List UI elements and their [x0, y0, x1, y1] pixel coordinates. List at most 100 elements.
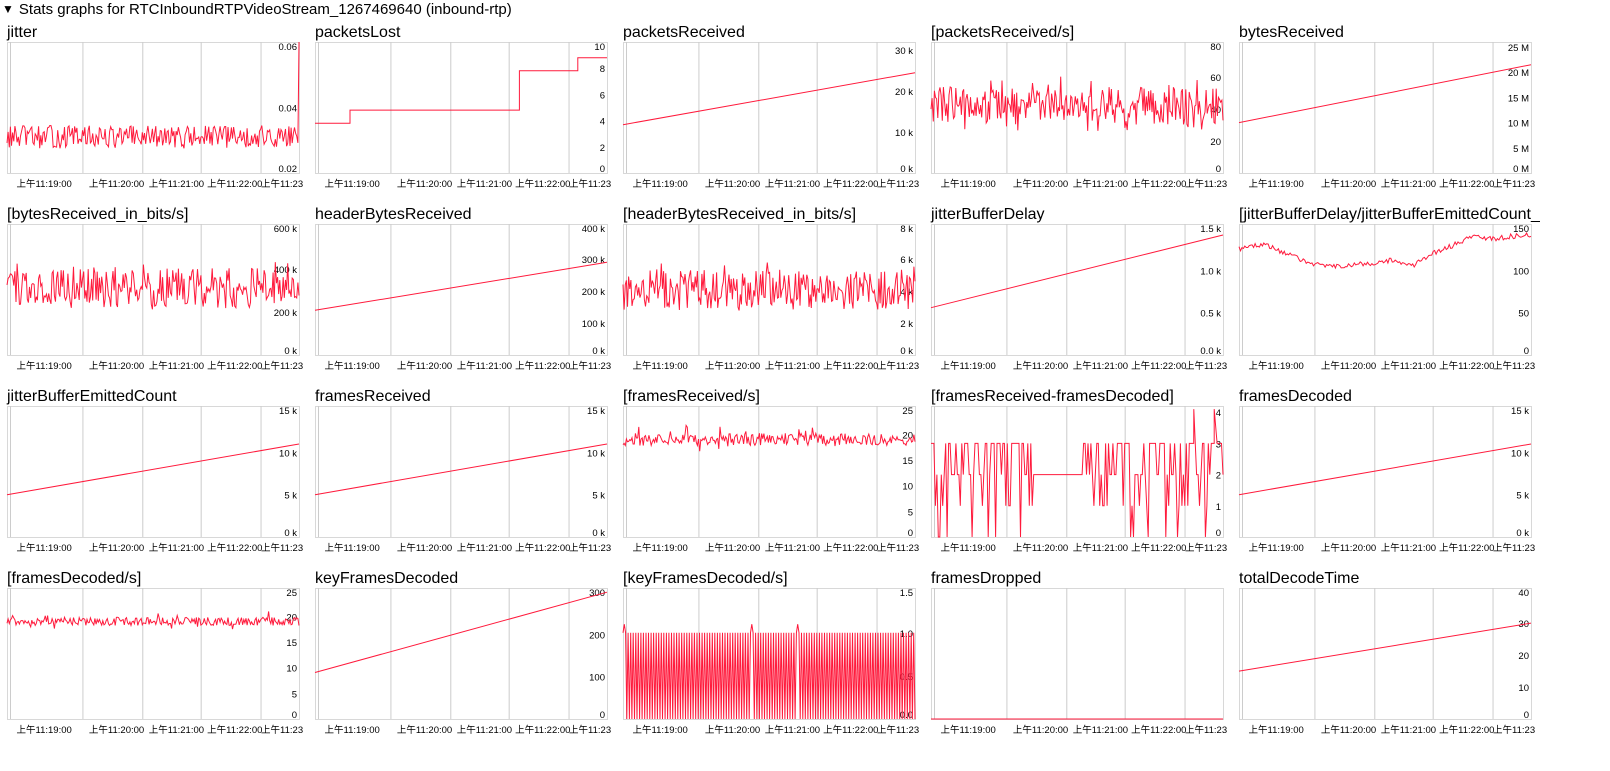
x-tick-label: 上午11:22:00: [515, 360, 570, 372]
x-tick-label: 上午11:23: [1185, 724, 1227, 736]
stats-graph-17: 上午11:19:00 上午11:20:00 上午11:21:00 上午11:22:00…: [616, 564, 924, 746]
x-tick-label: 上午11:22:00: [515, 724, 570, 736]
y-tick-label: 0 M: [1513, 164, 1529, 175]
stats-graph-8: 上午11:19:00 上午11:20:00 上午11:21:00 上午11:22:00…: [924, 200, 1232, 382]
y-tick-label: 10: [902, 482, 913, 493]
stats-graph-svg: 上午11:19:00 上午11:20:00 上午11:21:00 上午11:22:00…: [6, 588, 303, 736]
plot-area: [623, 42, 916, 174]
x-tick-label: 上午11:22:00: [207, 724, 262, 736]
stats-graph-svg: 上午11:19:00 上午11:20:00 上午11:21:00 上午11:22:00…: [6, 41, 303, 190]
x-tick-label: 上午11:19:00: [633, 542, 688, 554]
y-tick-label: 300 k: [582, 255, 605, 266]
y-tick-label: 4: [600, 117, 605, 128]
y-tick-label: 2: [1216, 471, 1221, 482]
x-tick-label: 上午11:20:00: [1321, 542, 1376, 554]
stats-graph-svg: 上午11:19:00 上午11:20:00 上午11:21:00 上午11:22:00…: [6, 224, 303, 372]
x-tick-label: 上午11:22:00: [207, 178, 262, 190]
series-line: [930, 76, 1224, 131]
x-tick-label: 上午11:21:00: [457, 178, 512, 190]
graph-title: [framesReceived/s]: [623, 388, 760, 405]
x-tick-label: 上午11:20:00: [89, 178, 144, 190]
y-tick-label: 100: [1513, 266, 1529, 277]
stats-graph-svg: 上午11:19:00 上午11:20:00 上午11:21:00 上午11:22:00…: [931, 406, 1227, 554]
x-tick-label: 上午11:22:00: [1439, 178, 1494, 190]
y-tick-label: 6: [600, 90, 605, 101]
stats-graph-svg: 上午11:19:00 上午11:20:00 上午11:21:00 上午11:22:00…: [314, 406, 611, 554]
x-tick-label: 上午11:20:00: [1013, 178, 1068, 190]
stats-graph-svg: 上午11:19:00 上午11:20:00 上午11:21:00 上午11:22:00…: [930, 42, 1227, 190]
stats-graphs-title: Stats graphs for RTCInboundRTPVideoStrea…: [18, 0, 512, 18]
series-line: [6, 611, 300, 630]
x-tick-label: 上午11:20:00: [1013, 360, 1068, 372]
series-line: [622, 423, 916, 452]
graph-title: framesDecoded: [1239, 388, 1352, 405]
y-tick-label: 15 M: [1508, 93, 1529, 104]
series-line: [315, 57, 607, 124]
graph-title: [framesDecoded/s]: [7, 570, 142, 587]
x-tick-label: 上午11:23: [569, 724, 611, 736]
x-tick-label: 上午11:23: [261, 724, 303, 736]
x-tick-label: 上午11:23: [569, 178, 611, 190]
x-tick-label: 上午11:23: [1185, 360, 1227, 372]
x-tick-label: 上午11:20:00: [1321, 724, 1376, 736]
y-tick-label: 1.0 k: [1200, 266, 1221, 277]
stats-graph-11: 上午11:19:00 上午11:20:00 上午11:21:00 上午11:22:00…: [308, 382, 616, 564]
y-tick-label: 0 k: [900, 346, 913, 357]
stats-graph-svg: 上午11:19:00 上午11:20:00 上午11:21:00 上午11:22:00…: [314, 224, 611, 372]
graph-title: [framesReceived-framesDecoded]: [931, 388, 1174, 405]
y-tick-label: 10 k: [1511, 448, 1529, 459]
stats-graph-15: 上午11:19:00 上午11:20:00 上午11:21:00 上午11:22:00…: [0, 564, 308, 746]
x-tick-label: 上午11:23: [1493, 360, 1535, 372]
stats-graph-svg: 上午11:19:00 上午11:20:00 上午11:21:00 上午11:22:00…: [930, 224, 1227, 372]
plot-area: [315, 406, 608, 538]
plot-area: [1239, 224, 1532, 356]
graph-title: keyFramesDecoded: [315, 570, 459, 587]
y-tick-label: 10: [1518, 683, 1529, 694]
y-tick-label: 0 k: [900, 164, 913, 175]
y-tick-label: 20 M: [1508, 68, 1529, 79]
x-tick-label: 上午11:21:00: [765, 724, 820, 736]
y-tick-label: 0.06: [279, 42, 298, 53]
x-tick-label: 上午11:22:00: [1439, 360, 1494, 372]
series-line: [931, 409, 1224, 538]
x-tick-label: 上午11:19:00: [941, 178, 996, 190]
x-tick-label: 上午11:22:00: [1439, 542, 1494, 554]
y-tick-label: 15 k: [1511, 406, 1529, 417]
y-tick-label: 0 k: [284, 528, 297, 539]
stats-graph-19: 上午11:19:00 上午11:20:00 上午11:21:00 上午11:22:00…: [1232, 564, 1540, 746]
y-tick-label: 0: [600, 164, 605, 175]
series-line: [1238, 443, 1532, 496]
y-tick-label: 20: [902, 430, 913, 441]
graph-title: headerBytesReceived: [315, 206, 472, 223]
y-tick-label: 0: [1524, 346, 1529, 357]
x-tick-label: 上午11:19:00: [325, 360, 380, 372]
graph-title: [packetsReceived/s]: [931, 24, 1075, 41]
graph-title: framesReceived: [315, 388, 431, 405]
graph-title: [keyFramesDecoded/s]: [623, 570, 788, 587]
stats-graph-13: 上午11:19:00 上午11:20:00 上午11:21:00 上午11:22:00…: [924, 382, 1232, 564]
x-tick-label: 上午11:22:00: [515, 178, 570, 190]
plot-area: [1239, 406, 1532, 538]
x-tick-label: 上午11:19:00: [633, 178, 688, 190]
stats-graph-12: 上午11:19:00 上午11:20:00 上午11:21:00 上午11:22:00…: [616, 382, 924, 564]
stats-graph-7: 上午11:19:00 上午11:20:00 上午11:21:00 上午11:22:00…: [616, 200, 924, 382]
x-tick-label: 上午11:23: [1185, 542, 1227, 554]
y-tick-label: 5 k: [284, 491, 297, 502]
x-tick-label: 上午11:21:00: [457, 360, 512, 372]
x-tick-label: 上午11:20:00: [89, 360, 144, 372]
x-tick-label: 上午11:21:00: [765, 178, 820, 190]
x-tick-label: 上午11:20:00: [89, 542, 144, 554]
stats-graphs-header[interactable]: ▼ Stats graphs for RTCInboundRTPVideoStr…: [0, 0, 512, 18]
series-line: [1238, 622, 1532, 672]
x-tick-label: 上午11:21:00: [457, 542, 512, 554]
x-tick-label: 上午11:19:00: [1249, 724, 1304, 736]
y-tick-label: 25: [286, 588, 297, 599]
y-tick-label: 100 k: [582, 319, 605, 330]
y-tick-label: 400 k: [582, 224, 605, 235]
graph-title: [jitterBufferDelay/jitterBufferEmittedCo…: [1239, 206, 1540, 223]
x-tick-label: 上午11:23: [569, 360, 611, 372]
x-tick-label: 上午11:19:00: [633, 360, 688, 372]
series-line: [622, 262, 916, 311]
x-tick-label: 上午11:20:00: [1013, 724, 1068, 736]
stats-graph-svg: 上午11:19:00 上午11:20:00 上午11:21:00 上午11:22:00…: [622, 224, 919, 372]
